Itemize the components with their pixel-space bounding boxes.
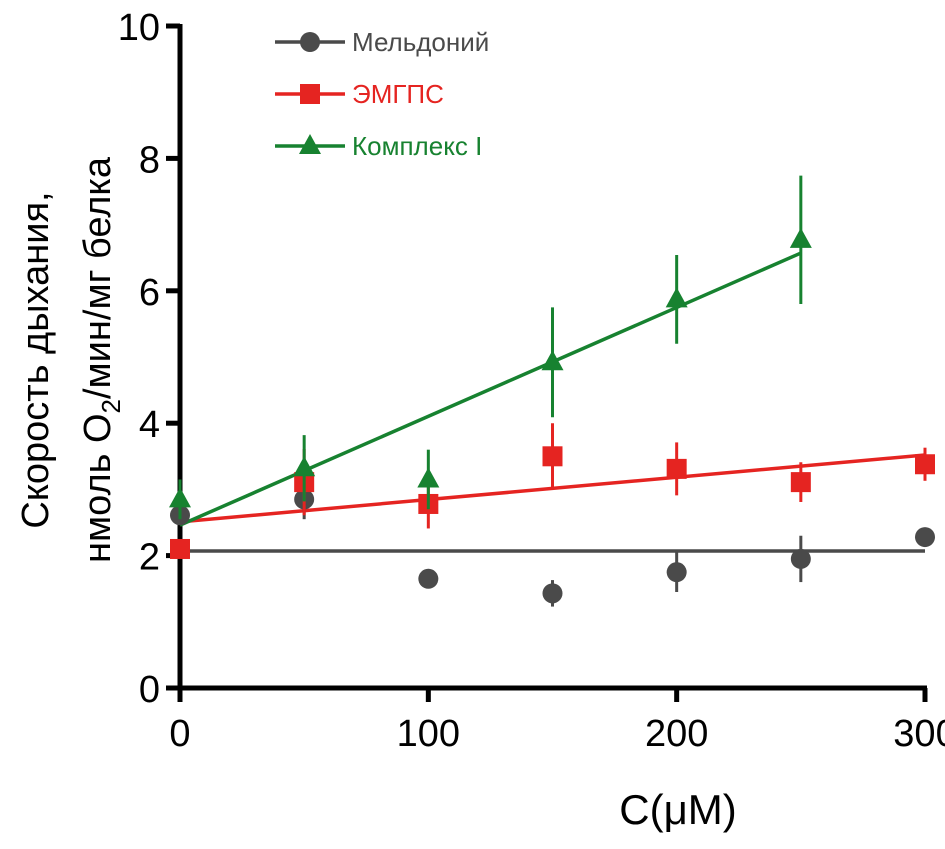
legend-marker-square (300, 84, 320, 104)
data-point-circle (542, 583, 563, 604)
legend-label: Мельдоний (352, 27, 489, 57)
x-tick-label: 300 (893, 713, 945, 755)
y-tick-label: 6 (139, 272, 160, 314)
y-tick-label: 0 (139, 669, 160, 711)
data-point-circle (790, 548, 811, 569)
y-axis-label-line2: нмоль O2/мин/мг белка (77, 156, 126, 563)
y-label-prefix: нмоль O (77, 413, 119, 563)
y-tick-label: 2 (139, 537, 160, 579)
data-point-triangle (789, 227, 812, 248)
data-point-circle (915, 527, 935, 548)
data-point-triangle (665, 287, 688, 308)
x-tick-label: 200 (645, 713, 708, 755)
x-tick-label: 0 (169, 713, 190, 755)
data-point-triangle (541, 350, 564, 371)
x-axis-label: C(μM) (619, 786, 737, 833)
data-point-triangle (169, 487, 191, 508)
data-point-circle (666, 562, 687, 583)
data-point-square (542, 446, 563, 467)
x-tick-label: 100 (397, 713, 460, 755)
legend-label: ЭМГПС (352, 79, 444, 109)
legend: Мельдоний ЭМГПС Комплекс I (275, 27, 489, 161)
data-point-square (790, 472, 811, 493)
y-tick-label: 10 (118, 7, 160, 49)
fit-line-2 (179, 251, 802, 527)
data-point-square (915, 454, 935, 475)
y-label-subscript: 2 (96, 399, 126, 413)
data-point-square (666, 458, 687, 479)
data-point-triangle (417, 467, 440, 488)
data-point-circle (418, 568, 439, 589)
data-points (169, 175, 935, 607)
axes: 02468100100200300 (118, 7, 945, 755)
y-axis-label: Скорость дыхания, нмоль O2/мин/мг белка (15, 156, 126, 563)
data-point-square (170, 538, 190, 559)
y-tick-label: 8 (139, 139, 160, 181)
y-label-suffix: /мин/мг белка (77, 156, 119, 399)
y-axis-label-line1: Скорость дыхания, (15, 191, 57, 528)
legend-marker-triangle (299, 134, 321, 154)
legend-marker-circle (300, 32, 320, 52)
data-point-triangle (293, 456, 316, 477)
y-tick-label: 4 (139, 404, 160, 446)
legend-label: Комплекс I (352, 131, 482, 161)
